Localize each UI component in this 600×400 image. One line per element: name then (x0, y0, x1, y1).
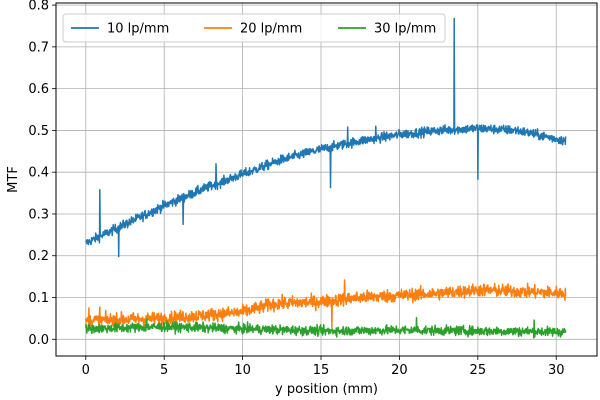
legend-label-1: 10 lp/mm (107, 22, 169, 37)
y-tick-label: 0.2 (28, 249, 49, 264)
y-tick-label: 0.0 (28, 333, 49, 348)
series-line-2 (85, 279, 567, 330)
y-tick-label: 0.8 (28, 0, 49, 14)
x-tick-label: 15 (313, 363, 330, 378)
y-tick-label: 0.6 (28, 82, 49, 97)
x-tick-label: 10 (234, 363, 251, 378)
x-axis-ticks: 0 5 10 15 20 25 30 (82, 356, 565, 378)
y-tick-label: 0.7 (28, 40, 49, 55)
y-tick-label: 0.4 (28, 166, 49, 181)
x-tick-label: 30 (548, 363, 565, 378)
plot-frame (55, 2, 598, 357)
legend: 10 lp/mm 20 lp/mm 30 lp/mm (62, 13, 446, 43)
y-tick-label: 0.3 (28, 207, 49, 222)
x-tick-label: 0 (82, 363, 90, 378)
x-tick-label: 20 (391, 363, 408, 378)
y-tick-label: 0.1 (28, 291, 49, 306)
series-line-1 (85, 17, 567, 258)
x-tick-label: 25 (470, 363, 487, 378)
series-layer (85, 17, 567, 339)
legend-label-3: 30 lp/mm (374, 22, 436, 37)
y-tick-label: 0.5 (28, 124, 49, 139)
legend-label-2: 20 lp/mm (240, 22, 302, 37)
y-axis-title: MTF (6, 166, 21, 193)
x-axis-title: y position (mm) (275, 382, 378, 397)
x-tick-label: 5 (160, 363, 168, 378)
y-axis-ticks: 0.0 0.1 0.2 0.3 0.4 0.5 0.6 0.7 0.8 (28, 0, 56, 348)
series-line-3 (85, 316, 567, 339)
legend-box (62, 13, 446, 43)
